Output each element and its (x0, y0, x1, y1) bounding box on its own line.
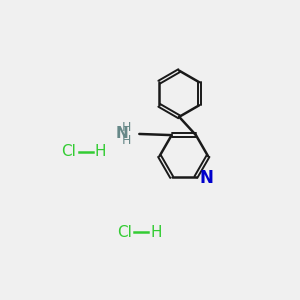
Text: Cl: Cl (117, 225, 132, 240)
Text: H: H (122, 121, 131, 134)
Text: N: N (200, 169, 213, 187)
Text: H: H (150, 225, 162, 240)
Text: H: H (122, 134, 131, 147)
Text: N: N (116, 127, 128, 142)
Text: Cl: Cl (61, 144, 76, 159)
Text: H: H (95, 144, 106, 159)
